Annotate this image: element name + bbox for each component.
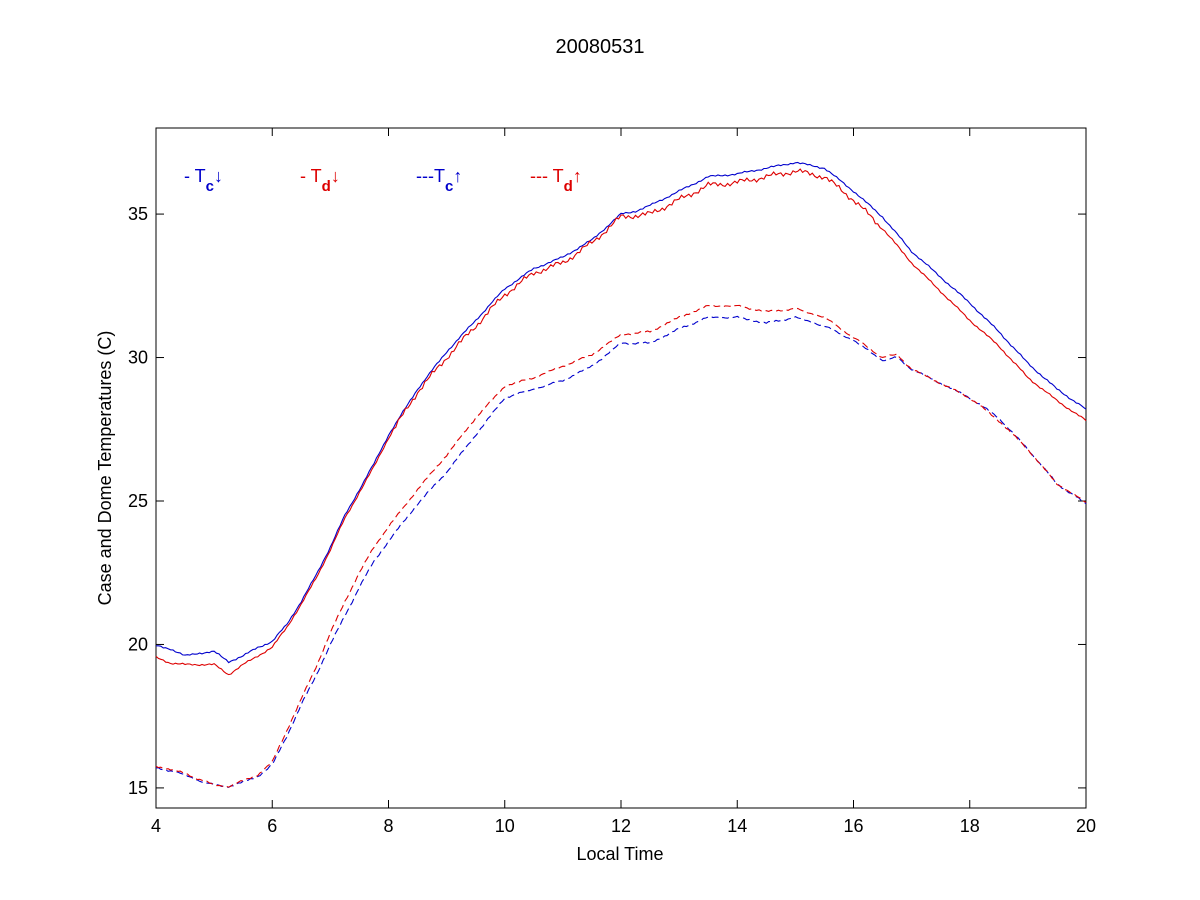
- x-axis-ticks: 4 6 8 10 12 14 16 18 20: [151, 128, 1096, 836]
- legend-entry-subscript: d: [322, 178, 331, 195]
- legend-entry-arrow: ↓: [214, 166, 223, 186]
- legend-entry: ---Tc↑: [416, 166, 462, 195]
- series-lines: [155, 161, 1087, 788]
- legend-entry-arrow: ↑: [573, 166, 582, 186]
- y-axis-ticks: 15 20 25 30 35: [128, 204, 1086, 798]
- legend-entry-label: - T: [300, 166, 322, 186]
- y-tick-label: 25: [128, 491, 148, 511]
- legend-entry-label: - T: [184, 166, 206, 186]
- legend-entry: - Tc↓: [184, 166, 223, 195]
- chart-title: 20080531: [556, 36, 645, 58]
- x-tick-label: 16: [843, 816, 863, 836]
- legend-entry-arrow: ↑: [453, 166, 462, 186]
- x-tick-label: 18: [960, 816, 980, 836]
- series-line: [155, 168, 1087, 676]
- legend-entry: --- Td↑: [530, 166, 582, 195]
- legend-entry-arrow: ↓: [331, 166, 340, 186]
- x-tick-label: 4: [151, 816, 161, 836]
- x-tick-label: 20: [1076, 816, 1096, 836]
- legend-entry-subscript: c: [445, 178, 453, 195]
- legend-entry-subscript: c: [206, 178, 214, 195]
- series-line: [155, 315, 1087, 788]
- series-line: [155, 304, 1087, 788]
- legend-entry-subscript: d: [564, 178, 573, 195]
- x-tick-label: 12: [611, 816, 631, 836]
- legend: - Tc↓ - Td↓ ---Tc↑ --- Td↑: [184, 166, 582, 195]
- y-tick-label: 30: [128, 348, 148, 368]
- plot-area: [155, 127, 1087, 809]
- legend-entry-label: --- T: [530, 166, 564, 186]
- x-tick-label: 8: [383, 816, 393, 836]
- legend-entry-label: ---T: [416, 166, 445, 186]
- y-axis-label: Case and Dome Temperatures (C): [95, 331, 115, 606]
- y-tick-label: 15: [128, 778, 148, 798]
- y-tick-label: 35: [128, 204, 148, 224]
- series-line: [156, 161, 1087, 664]
- x-axis-label: Local Time: [576, 844, 663, 864]
- y-tick-label: 20: [128, 634, 148, 654]
- x-tick-label: 14: [727, 816, 747, 836]
- x-tick-label: 6: [267, 816, 277, 836]
- x-tick-label: 10: [495, 816, 515, 836]
- legend-entry: - Td↓: [300, 166, 340, 195]
